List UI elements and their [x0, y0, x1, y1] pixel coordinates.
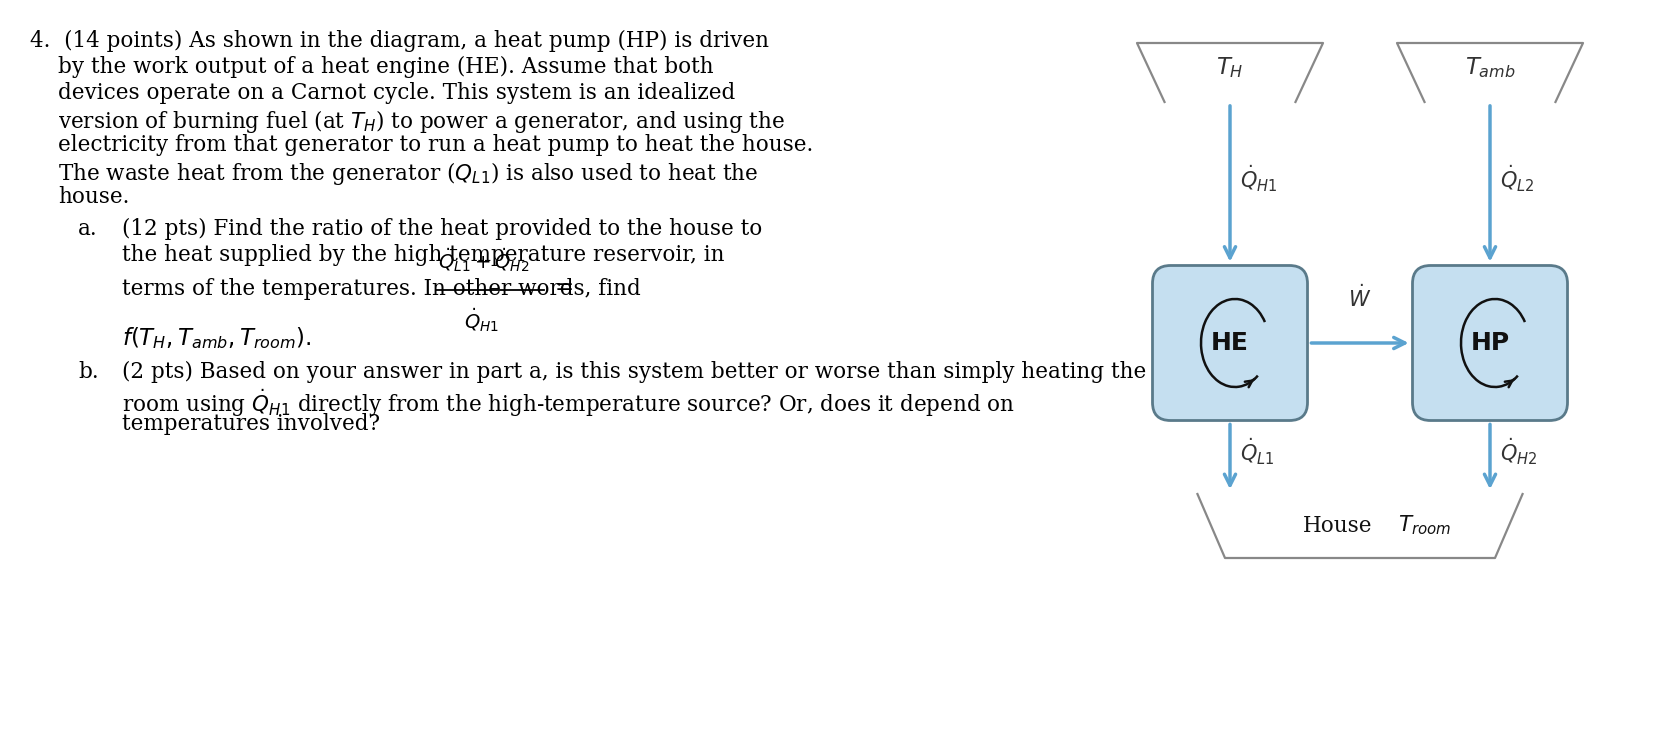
Text: $T_{room}$: $T_{room}$ — [1397, 514, 1451, 537]
Text: The waste heat from the generator ($Q_{L1}$) is also used to heat the: The waste heat from the generator ($Q_{L… — [58, 160, 758, 187]
Text: $\dot{Q}_{L1}$: $\dot{Q}_{L1}$ — [1240, 437, 1274, 467]
Text: $\dot{Q}_{H1}$: $\dot{Q}_{H1}$ — [1240, 164, 1276, 194]
Text: $=$: $=$ — [549, 275, 573, 297]
Text: room using $\dot{Q}_{H1}$ directly from the high-temperature source? Or, does it: room using $\dot{Q}_{H1}$ directly from … — [122, 387, 1015, 419]
Text: $f(T_H, T_{amb}, T_{room}).$: $f(T_H, T_{amb}, T_{room}).$ — [122, 325, 311, 351]
Text: $\dot{Q}_{L1}+\dot{Q}_{H2}$: $\dot{Q}_{L1}+\dot{Q}_{H2}$ — [437, 246, 530, 274]
Text: a.: a. — [78, 218, 98, 240]
Text: version of burning fuel (at $T_H$) to power a generator, and using the: version of burning fuel (at $T_H$) to po… — [58, 108, 784, 135]
Text: devices operate on a Carnot cycle. This system is an idealized: devices operate on a Carnot cycle. This … — [58, 82, 735, 104]
Text: $\dot{Q}_{L2}$: $\dot{Q}_{L2}$ — [1499, 164, 1534, 194]
Text: b.: b. — [78, 361, 99, 383]
Text: $\dot{Q}_{H1}$: $\dot{Q}_{H1}$ — [463, 306, 498, 334]
Text: $\dot{Q}_{H2}$: $\dot{Q}_{H2}$ — [1499, 437, 1536, 467]
FancyBboxPatch shape — [1412, 265, 1567, 421]
Text: the heat supplied by the high temperature reservoir, in: the heat supplied by the high temperatur… — [122, 244, 725, 266]
Text: temperatures involved?: temperatures involved? — [122, 413, 379, 435]
Text: HP: HP — [1470, 331, 1509, 355]
Text: HE: HE — [1210, 331, 1248, 355]
Text: House: House — [1302, 515, 1372, 537]
Text: $\dot{W}$: $\dot{W}$ — [1347, 284, 1370, 311]
Text: (12 pts) Find the ratio of the heat provided to the house to: (12 pts) Find the ratio of the heat prov… — [122, 218, 761, 240]
Text: (2 pts) Based on your answer in part a, is this system better or worse than simp: (2 pts) Based on your answer in part a, … — [122, 361, 1145, 383]
Text: by the work output of a heat engine (HE). Assume that both: by the work output of a heat engine (HE)… — [58, 56, 713, 78]
FancyBboxPatch shape — [1152, 265, 1307, 421]
Text: 4.  (14 points) As shown in the diagram, a heat pump (HP) is driven: 4. (14 points) As shown in the diagram, … — [30, 30, 768, 52]
Text: house.: house. — [58, 186, 129, 208]
Text: terms of the temperatures. In other words, find: terms of the temperatures. In other word… — [122, 278, 640, 300]
Text: $T_{amb}$: $T_{amb}$ — [1463, 56, 1514, 81]
Text: electricity from that generator to run a heat pump to heat the house.: electricity from that generator to run a… — [58, 134, 813, 156]
Text: $T_H$: $T_H$ — [1215, 56, 1243, 81]
